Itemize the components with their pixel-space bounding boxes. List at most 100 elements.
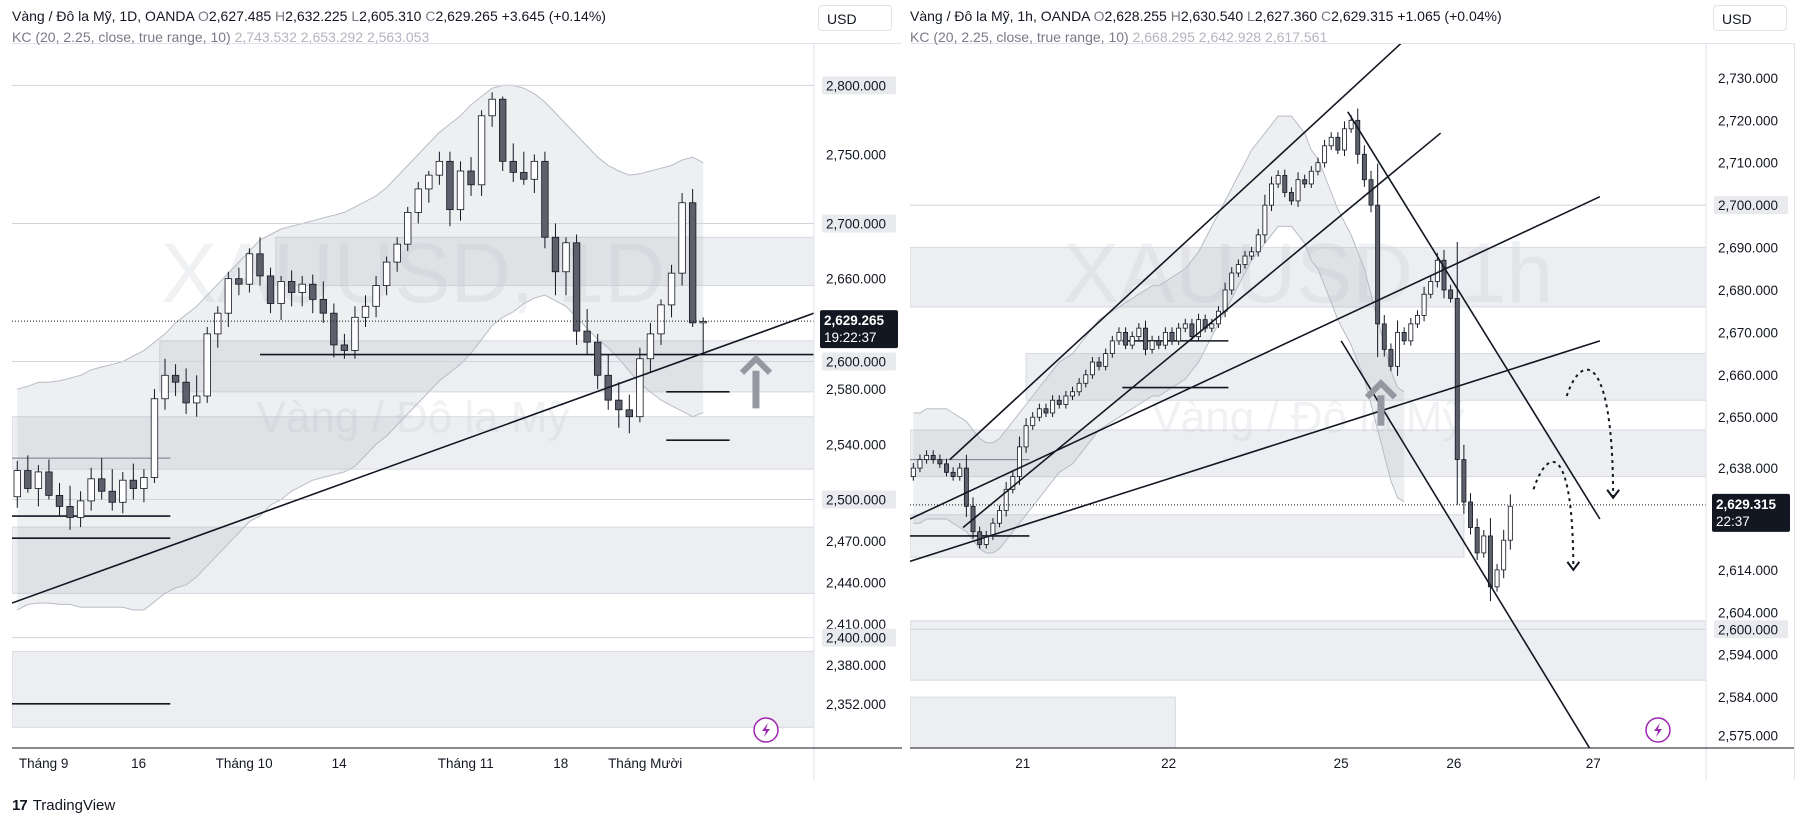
price-zone xyxy=(910,429,1706,478)
price-zone xyxy=(910,247,1706,308)
candle-body xyxy=(983,535,989,545)
candle-body xyxy=(615,399,623,411)
plot-area[interactable]: XAUUSD, 1hVàng / Đô la Mỹ xyxy=(910,31,1706,765)
candle-body xyxy=(1375,204,1381,325)
candle-body xyxy=(1408,323,1414,342)
candle-body xyxy=(1348,119,1354,130)
candle-body xyxy=(1255,234,1261,253)
candle-body xyxy=(562,242,570,273)
price-tag-box xyxy=(822,76,896,95)
price-tick-label: 2,540.000 xyxy=(826,437,886,452)
kc-upper-line xyxy=(913,115,1405,444)
candle-body xyxy=(1494,569,1500,588)
legend-high: 2,632.225 xyxy=(285,8,348,24)
price-tick-label: 2,380.000 xyxy=(826,658,886,673)
candle-body xyxy=(1421,293,1427,316)
candle-body xyxy=(1056,399,1062,405)
candle-body xyxy=(393,243,401,263)
candle-body xyxy=(583,330,591,343)
plot-area[interactable]: XAUUSD, 1D Vàng / Đô la Mỹ xyxy=(12,84,814,743)
candle-body xyxy=(1381,323,1387,350)
currency-button[interactable]: USD xyxy=(818,5,892,31)
candle-body xyxy=(667,272,676,306)
candle-body xyxy=(404,212,412,245)
legend-close: 2,629.265 xyxy=(435,8,498,24)
price-tick-label: 2,352.000 xyxy=(826,697,886,712)
price-tag-box xyxy=(822,214,896,233)
price-zone xyxy=(12,416,814,470)
trend-line xyxy=(962,132,1442,529)
candle-body xyxy=(699,321,707,324)
indicator-name: KC (20, 2.25, close, true range, 10) xyxy=(12,29,231,45)
price-tick-label: 2,670.000 xyxy=(1718,325,1778,340)
candle-body xyxy=(488,98,496,117)
indicator-upper: 2,668.295 xyxy=(1132,29,1195,45)
legend-line-2: KC (20, 2.25, close, true range, 10) 2,6… xyxy=(910,29,1327,45)
kc-lower-line xyxy=(17,294,704,611)
candle-body xyxy=(551,236,560,273)
candle-body xyxy=(1308,170,1314,185)
legend-change: +1.065 (+0.04%) xyxy=(1397,8,1502,24)
chart-panel-1d[interactable]: XAUUSD, 1D Vàng / Đô la Mỹ 2,800.000 2,750.… xyxy=(12,0,902,780)
kc-lower-line xyxy=(913,225,1405,554)
candle-body xyxy=(66,506,74,518)
price-tick-label: 2,580.000 xyxy=(826,382,886,397)
candle-body xyxy=(646,333,655,360)
time-tick-label: 21 xyxy=(1015,756,1030,771)
candle-body xyxy=(150,398,159,478)
candle-body xyxy=(944,463,949,473)
trend-line xyxy=(910,340,1601,563)
legend-open: 2,627.485 xyxy=(208,8,272,24)
currency-button[interactable]: USD xyxy=(1713,5,1787,31)
candle-body xyxy=(1076,382,1082,393)
footer-branding[interactable]: 17 TradingView xyxy=(12,790,115,820)
candle-body xyxy=(1302,179,1308,185)
candle-body xyxy=(256,253,264,277)
price-tick-label: 2,800.000 xyxy=(826,78,886,93)
last-price-label: 2,629.265 xyxy=(824,313,885,328)
candle-body xyxy=(171,374,180,383)
candle-body xyxy=(593,341,602,376)
candle-body xyxy=(1089,361,1095,376)
tradingview-logo-icon: 17 xyxy=(12,796,28,814)
price-tick-label: 2,690.000 xyxy=(1718,241,1778,256)
tradingview-wordmark: TradingView xyxy=(32,796,116,814)
candle-body xyxy=(351,316,359,351)
candle-body xyxy=(997,510,1003,524)
candle-body xyxy=(910,467,916,477)
candle-body xyxy=(45,471,53,496)
chart-canvas-1h[interactable]: XAUUSD, 1hVàng / Đô la Mỹ 2,730.000 2,720.… xyxy=(910,0,1795,780)
candle-body xyxy=(1342,128,1347,151)
price-tick-label: 2,500.000 xyxy=(826,493,886,508)
price-tick-label: 2,400.000 xyxy=(826,631,886,646)
candle-body xyxy=(1395,331,1401,367)
candle-body xyxy=(572,242,581,332)
candle-body xyxy=(330,312,338,346)
candle-body xyxy=(1315,162,1321,172)
candle-body xyxy=(24,470,32,489)
price-tick-label: 2,720.000 xyxy=(1718,113,1778,128)
last-price-badge xyxy=(820,310,898,349)
candle-body xyxy=(129,479,138,489)
time-tick-label: 25 xyxy=(1334,756,1349,771)
candle-body xyxy=(1050,399,1056,414)
candle-body xyxy=(917,459,923,469)
time-tick-label: 14 xyxy=(332,756,348,771)
candle-body xyxy=(1414,315,1420,325)
candle-body xyxy=(182,381,190,404)
price-tick-label: 2,730.000 xyxy=(1718,71,1778,86)
arrow-up-head-icon xyxy=(739,354,773,375)
candle-body xyxy=(1434,259,1440,282)
price-zone xyxy=(1025,353,1706,401)
candle-body xyxy=(361,305,370,318)
legend-title: Vàng / Đô la Mỹ, 1h, OANDA xyxy=(910,8,1090,24)
dashed-arrow-head-icon xyxy=(1566,561,1581,572)
candle-body xyxy=(1003,488,1009,511)
candle-body xyxy=(456,170,465,211)
kc-band-fill xyxy=(913,116,1405,553)
candle-body xyxy=(1487,535,1493,588)
price-tick-label: 2,650.000 xyxy=(1718,410,1778,425)
chart-panel-1h[interactable]: XAUUSD, 1hVàng / Đô la Mỹ 2,730.000 2,720.… xyxy=(910,0,1795,780)
chart-canvas-1d[interactable]: XAUUSD, 1D Vàng / Đô la Mỹ 2,800.000 2,750.… xyxy=(12,0,902,780)
candle-body xyxy=(1242,255,1248,265)
